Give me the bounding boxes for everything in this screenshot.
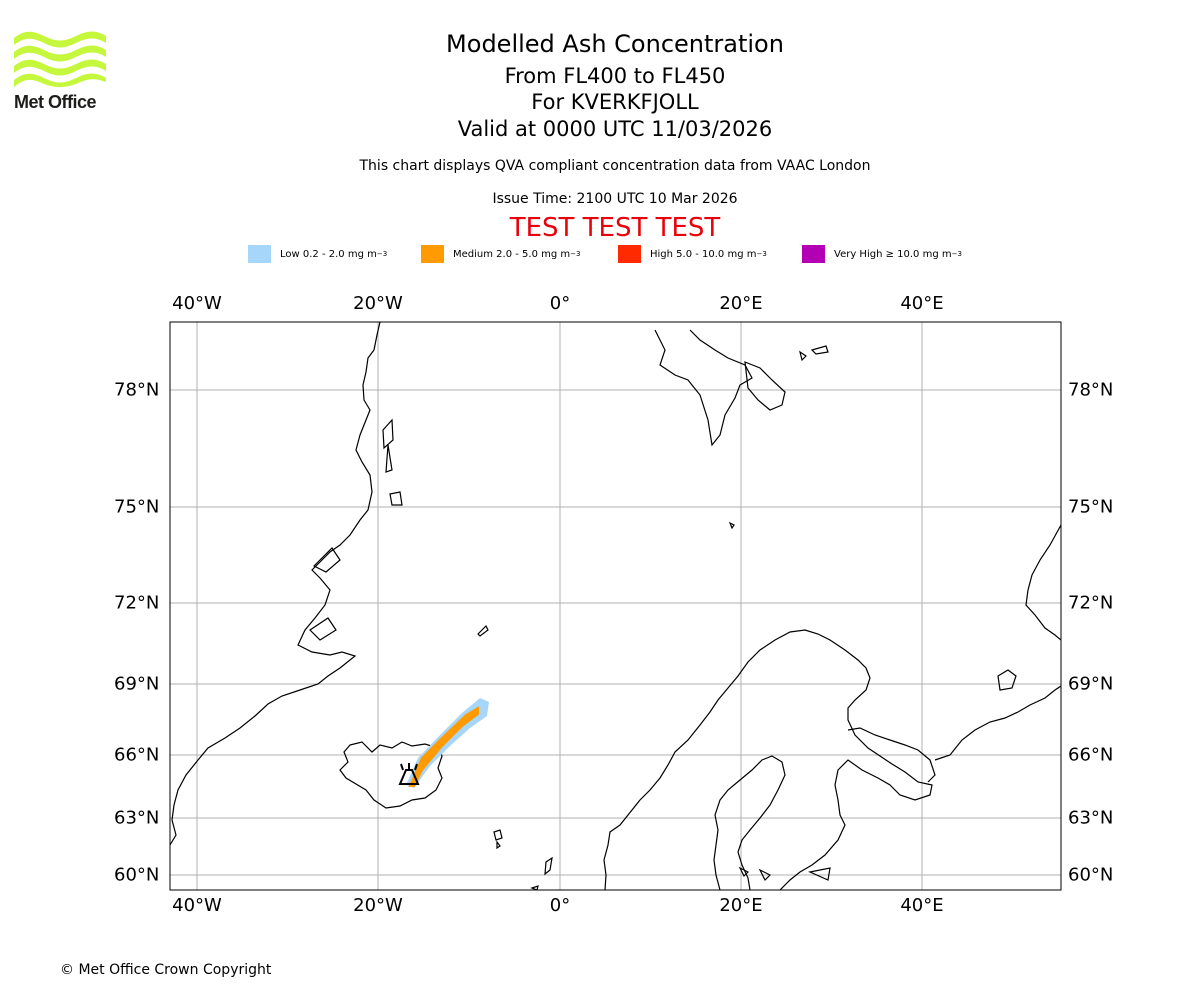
lon-tick-bottom: 20°E	[719, 895, 763, 916]
lon-tick-top: 40°W	[172, 293, 222, 314]
legend-high-exp: −3	[756, 250, 767, 258]
legend-medium: Medium 2.0 - 5.0 mg m −3	[421, 244, 580, 264]
lon-tick-top: 20°E	[719, 293, 763, 314]
coastlines	[170, 322, 1061, 890]
lat-tick-left: 78°N	[114, 379, 160, 401]
lon-tick-bottom: 0°	[549, 895, 571, 916]
valid-time: Valid at 0000 UTC 11/03/2026	[457, 117, 773, 141]
lat-tick-left: 63°N	[114, 807, 160, 829]
legend-high: High 5.0 - 10.0 mg m −3	[618, 244, 767, 264]
lat-tick-left: 72°N	[114, 592, 160, 614]
legend-very-high-swatch	[802, 245, 825, 263]
volcano-icon	[398, 763, 420, 785]
flight-level-range: From FL400 to FL450	[504, 64, 726, 88]
lon-tick-bottom: 40°W	[172, 895, 222, 916]
lon-tick-top: 0°	[549, 293, 571, 314]
test-banner: TEST TEST TEST	[509, 213, 721, 243]
lat-tick-right: 63°N	[1068, 807, 1114, 829]
met-office-logo-text: Met Office	[14, 92, 97, 112]
qva-disclaimer: This chart displays QVA compliant concen…	[359, 158, 871, 174]
lat-tick-left: 75°N	[114, 496, 160, 518]
legend-high-swatch	[618, 245, 641, 263]
lat-tick-right: 66°N	[1068, 744, 1114, 766]
copyright-notice: © Met Office Crown Copyright	[60, 962, 272, 978]
legend-very-high-exp: −3	[951, 250, 962, 258]
map-frame	[169, 321, 1062, 891]
legend-medium-label: Medium 2.0 - 5.0 mg m	[453, 248, 571, 260]
lat-tick-right: 69°N	[1068, 673, 1114, 695]
legend-very-high: Very High ≥ 10.0 mg m −3	[802, 244, 962, 264]
legend-low-label: Low 0.2 - 2.0 mg m	[280, 248, 377, 260]
met-office-logo-icon	[14, 31, 106, 87]
legend-medium-exp: −3	[570, 250, 581, 258]
lat-tick-left: 66°N	[114, 744, 160, 766]
legend-high-label: High 5.0 - 10.0 mg m	[650, 248, 757, 260]
legend-medium-swatch	[421, 245, 444, 263]
map-gridlines	[170, 322, 1061, 890]
ash-plume	[406, 698, 489, 788]
issue-time: Issue Time: 2100 UTC 10 Mar 2026	[492, 191, 738, 207]
lat-tick-right: 72°N	[1068, 592, 1114, 614]
lat-tick-left: 69°N	[114, 673, 160, 695]
lat-tick-right: 60°N	[1068, 864, 1114, 886]
chart-title: Modelled Ash Concentration	[446, 30, 784, 58]
lat-tick-left: 60°N	[114, 864, 160, 886]
lon-tick-bottom: 40°E	[900, 895, 944, 916]
lon-tick-top: 40°E	[900, 293, 944, 314]
volcano-name: For KVERKFJOLL	[531, 90, 699, 114]
ash-plume-medium	[408, 706, 479, 787]
lon-tick-top: 20°W	[353, 293, 403, 314]
lat-tick-right: 75°N	[1068, 496, 1114, 518]
legend-very-high-label: Very High ≥ 10.0 mg m	[834, 248, 952, 260]
legend-low: Low 0.2 - 2.0 mg m −3	[248, 244, 387, 264]
lon-tick-bottom: 20°W	[353, 895, 403, 916]
legend-low-swatch	[248, 245, 271, 263]
legend-low-exp: −3	[376, 250, 388, 258]
lat-tick-right: 78°N	[1068, 379, 1114, 401]
